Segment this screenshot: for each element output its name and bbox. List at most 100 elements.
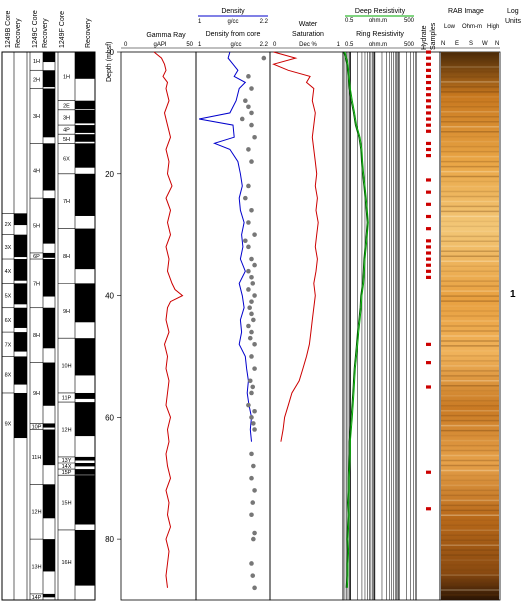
core-1249f-recovery (75, 463, 95, 467)
hydrate-sample-marker (426, 245, 431, 249)
units-title2: Units (505, 18, 521, 25)
hydrate-sample-marker (426, 117, 431, 121)
core-1249b-label: 7X (5, 342, 12, 348)
hydrate-sample-marker (426, 105, 431, 109)
core-1249c-recovery (43, 259, 55, 297)
core-1249b-label: 5X (5, 294, 12, 300)
core-density-point (247, 335, 253, 341)
core-density-point (249, 512, 254, 518)
hydrate-sample-marker (426, 80, 431, 85)
core-1249c-recovery (43, 70, 55, 88)
core-density-point (250, 384, 256, 390)
core-col2-label2: Recovery (85, 18, 92, 48)
core-density-point (251, 317, 256, 323)
core-density-point (246, 323, 251, 329)
core-1249c-label: 11H (32, 455, 42, 461)
hydrate-sample-marker (426, 214, 431, 219)
rab-mid: Ohm-m (462, 24, 482, 30)
core-density-point (252, 366, 257, 371)
core-1249f-label: 1H (63, 74, 70, 80)
core-1249f-label: 15P (62, 470, 72, 476)
core-1249f-recovery (75, 173, 95, 216)
core-1249b-recovery (14, 307, 27, 328)
ring-res-title: Ring Resistivity (356, 31, 404, 38)
core-1249f-label: 14X (62, 464, 72, 470)
core-density-point (249, 122, 254, 128)
core-density-point (249, 110, 254, 116)
hydrate-sample-marker (426, 470, 431, 474)
core-1249f-recovery (75, 283, 95, 323)
core-1249f-recovery (75, 52, 95, 79)
core-density-point (249, 354, 254, 359)
deep-res-title: Deep Resistivity (355, 8, 406, 15)
core-density-point (249, 475, 254, 481)
core-col1-label2: Recovery (42, 18, 49, 48)
core-1249f-recovery (75, 228, 95, 270)
ring-res-max: 500 (404, 42, 415, 48)
hydrate-sample-marker (426, 385, 431, 389)
core-1249c-recovery (43, 198, 55, 244)
rab-dir-n1: N (441, 41, 445, 47)
core-1249c-recovery (43, 88, 55, 138)
core-density-point (249, 86, 254, 91)
core-1249f-recovery (75, 456, 95, 461)
hydrate-sample-marker (426, 342, 431, 346)
gamma-min: 0 (124, 42, 128, 48)
hydrate-sample-marker (426, 507, 431, 511)
density-min: 1 (198, 19, 202, 25)
core-density-point (246, 147, 251, 152)
core-density-point (251, 421, 256, 426)
core-density-point (249, 256, 254, 262)
hydrate-sample-marker (426, 62, 431, 66)
core-1249b-recovery (14, 332, 27, 352)
core-1249f-recovery (75, 100, 95, 110)
core-1249b-label: 6X (5, 318, 12, 324)
log-tracks (120, 15, 501, 601)
hydrate-sample-marker (426, 263, 431, 267)
deep-res-max: 500 (404, 18, 415, 24)
core-1249f-label: 15H (61, 501, 71, 507)
depth-tick-label: 40 (105, 292, 114, 301)
core-density-point (252, 408, 257, 414)
core-density-point (252, 232, 257, 237)
hydrate-sample-marker (426, 227, 431, 231)
rab-low: Low (444, 24, 456, 30)
core-1249b-label: 2X (5, 222, 12, 228)
core-1249c-recovery (43, 143, 55, 191)
hydrate-title2: Samples (430, 22, 437, 50)
core-headers: 1249B Core Recovery 1249C Core Recovery … (5, 10, 113, 82)
rab-dir-e: E (455, 41, 459, 47)
water-max: 1 (337, 42, 341, 48)
core-1249c-recovery (43, 593, 55, 598)
rab-dir-w: W (482, 41, 488, 47)
core-1249f-label: 3H (63, 115, 70, 121)
core-col0-label2: Recovery (15, 18, 22, 48)
core-1249c-label: 2H (33, 77, 40, 83)
core-1249c-label: 7H (33, 281, 40, 287)
core-1249f-label: 4P (63, 128, 70, 134)
core-1249c-label: 12H (31, 510, 41, 516)
track-frame-gamma (120, 51, 197, 601)
core-density-point (249, 451, 254, 457)
core-density-point (249, 561, 254, 566)
core-density-point (252, 427, 257, 432)
track-frame-res (342, 51, 417, 601)
hydrate-sample-marker (426, 141, 431, 146)
hydrate-sample-marker (426, 202, 431, 206)
ring-res-min: 0.5 (345, 42, 354, 48)
ring-resistivity-line (343, 51, 368, 588)
hydrate-sample-marker (426, 257, 431, 261)
hydrate-sample-marker (426, 251, 431, 255)
core-1249c-label: 6P (33, 254, 40, 260)
hydrate-sample-marker (426, 129, 431, 133)
core-1249b-label: 9X (5, 421, 12, 427)
water-saturation-line (272, 51, 319, 442)
units-title: Log (507, 8, 519, 15)
rab-dir-n2: N (495, 41, 499, 47)
core-1249c-label: 9H (33, 391, 40, 397)
core-density-point (261, 55, 267, 61)
hydrate-sample-marker (426, 275, 431, 279)
gamma-unit: gAPI (153, 42, 166, 48)
water-min: 0 (273, 42, 277, 48)
deep-resistivity-line (344, 51, 369, 588)
